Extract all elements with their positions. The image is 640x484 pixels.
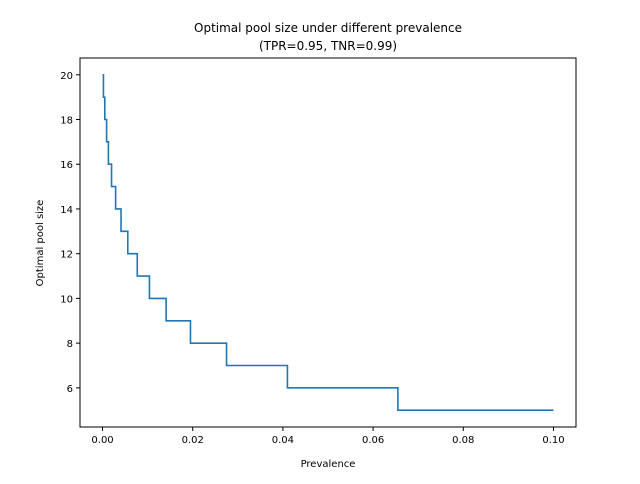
y-tick-label: 6	[67, 384, 73, 395]
x-tick-label: 0.10	[542, 435, 564, 446]
plot-area	[102, 73, 554, 412]
x-tick-label: 0.08	[452, 435, 474, 446]
x-tick-label: 0.04	[272, 435, 294, 446]
y-tick-label: 20	[60, 71, 73, 82]
x-axis-label: Prevalence	[301, 459, 356, 470]
y-tick-label: 10	[60, 294, 73, 305]
y-tick-label: 16	[60, 160, 73, 171]
y-axis-ticks: 6 8 10 12 14 16 18 20	[60, 71, 80, 395]
y-tick-label: 8	[67, 339, 73, 350]
chart-subtitle: (TPR=0.95, TNR=0.99)	[259, 39, 397, 53]
y-axis-label: Optimal pool size	[35, 200, 46, 287]
series-line	[102, 73, 554, 412]
chart-title: Optimal pool size under different preval…	[194, 21, 462, 35]
axes-frame	[79, 57, 577, 428]
y-tick-label: 12	[60, 250, 73, 261]
x-tick-label: 0.06	[362, 435, 384, 446]
y-tick-label: 18	[60, 116, 73, 127]
x-tick-label: 0.02	[182, 435, 204, 446]
x-axis-ticks: 0.00 0.02 0.04 0.06 0.08 0.10	[91, 427, 565, 446]
y-tick-label: 14	[60, 205, 73, 216]
x-tick-label: 0.00	[91, 435, 113, 446]
